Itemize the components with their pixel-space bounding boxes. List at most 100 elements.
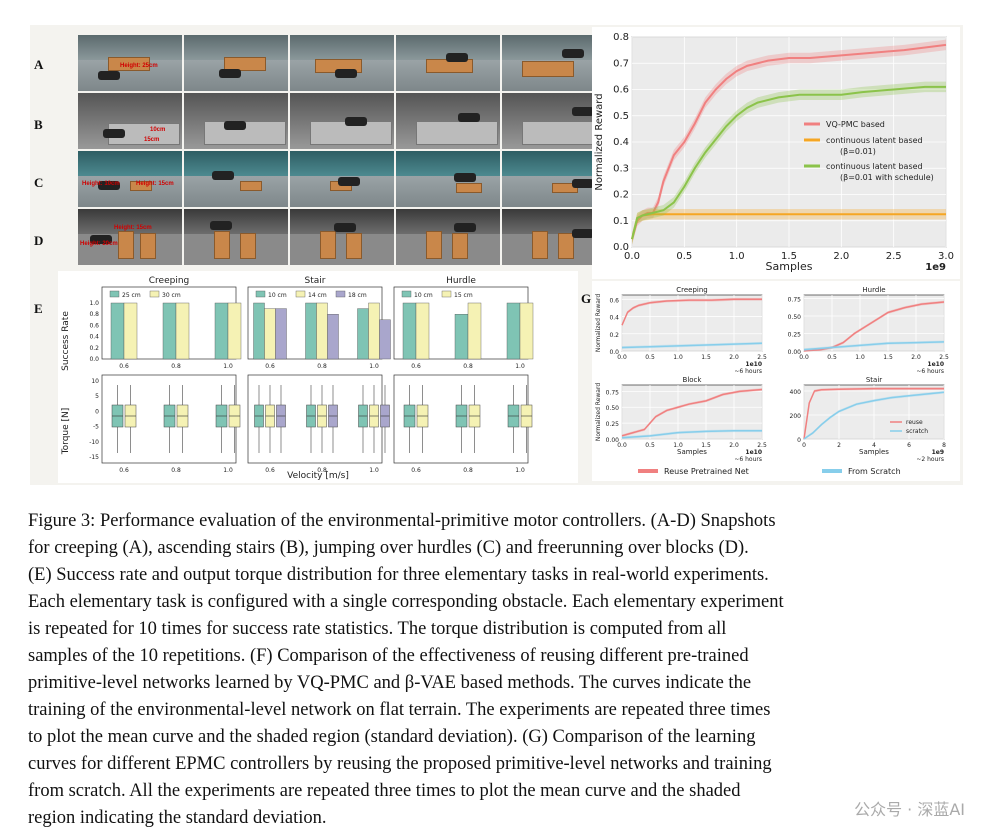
y-tick-label: 0.75	[606, 389, 620, 396]
x-tick-label: 1.0	[515, 467, 525, 474]
snapshot-image	[396, 35, 500, 91]
snapshot-image	[502, 209, 606, 265]
time-note: ~6 hours	[734, 456, 762, 463]
x-tick-label: 0	[802, 442, 806, 449]
y-tick-label: -10	[89, 439, 99, 446]
snapshot-label: 10cm	[150, 127, 166, 133]
snapshot-image	[502, 151, 606, 207]
y-tick-label: 0.3	[613, 163, 629, 174]
x-tick-label: 0.0	[624, 251, 640, 262]
snapshot-image	[184, 35, 288, 91]
x-scale-note: 1e10	[927, 361, 944, 368]
success-bar	[506, 302, 521, 360]
success-bar	[227, 302, 242, 360]
caption-line: from scratch. All the experiments are re…	[28, 781, 741, 801]
series-line	[621, 342, 763, 349]
snapshot-image	[184, 93, 288, 149]
snapshot-label: Height: 15cm	[136, 181, 174, 187]
caption-line: region indicating the standard deviation…	[28, 808, 327, 828]
snapshot-image	[396, 93, 500, 149]
legend-swatch	[441, 290, 452, 298]
series-line	[803, 387, 944, 440]
y-tick-label: 400	[790, 389, 802, 396]
legend-label: 25 cm	[122, 292, 141, 299]
y-tick-label: 0.00	[606, 437, 620, 444]
x-tick-label: 0.6	[265, 467, 275, 474]
series-line	[621, 429, 762, 439]
x-axis-label: Samples	[766, 260, 813, 273]
caption-line: for creeping (A), ascending stairs (B), …	[28, 538, 749, 558]
snapshot-label: 15cm	[144, 137, 160, 143]
panel-letter-e: E	[34, 301, 43, 316]
legend-label: 10 cm	[414, 292, 433, 299]
series-band	[632, 39, 946, 245]
panel-letter-c: C	[34, 175, 44, 190]
y-tick-label: 5	[95, 393, 99, 400]
y-tick-label: 0.2	[609, 332, 619, 339]
legend-label: VQ-PMC based	[826, 120, 885, 129]
y-tick-label: 0.5	[613, 111, 629, 122]
panel-g: 0.0 0.2 0.4 0.6 0.0 0.5 1.0 1.5 2.0 2.5 Creeping No…	[592, 281, 960, 481]
time-note: ~6 hours	[734, 368, 762, 375]
x-tick-label: 2.5	[757, 442, 767, 449]
success-bar	[519, 302, 534, 360]
chart-title: Creeping	[676, 286, 708, 294]
success-bar	[454, 314, 469, 360]
time-note: ~6 hours	[916, 368, 944, 375]
x-tick-label: 0.6	[119, 363, 129, 370]
x-tick-label: 1.5	[781, 251, 797, 262]
success-bar	[275, 308, 287, 360]
legend-label: Reuse Pretrained Net	[664, 467, 749, 476]
y-axis-label: Normalized Reward	[594, 93, 605, 190]
snapshot-image	[184, 151, 288, 207]
snapshot-row-hurdle: Height: 10cm Height: 15cm	[78, 151, 606, 207]
y-tick-label: 0.6	[89, 322, 99, 329]
y-tick-label: 0.1	[613, 216, 629, 227]
x-tick-label: 1.0	[673, 442, 683, 449]
x-tick-label: 2.5	[757, 354, 767, 361]
y-tick-label: 0.2	[89, 345, 99, 352]
snapshot-image	[290, 93, 394, 149]
legend-label: (β=0.01)	[840, 147, 876, 156]
x-tick-label: 0.6	[411, 363, 421, 370]
snapshot-label: Height: 20cm	[80, 241, 118, 247]
legend-label: reuse	[906, 419, 923, 426]
time-note: ~2 hours	[916, 456, 944, 463]
series-band	[622, 429, 762, 439]
x-tick-label: 1.5	[701, 354, 711, 361]
x-tick-label: 8	[942, 442, 946, 449]
success-bar	[327, 314, 339, 360]
panel-e: Success Rate Torque [N] Velocity [m/s] Cree…	[58, 271, 578, 483]
x-tick-label: 2	[837, 442, 841, 449]
snapshot-image: 10cm 15cm	[78, 93, 182, 149]
snapshot-image	[290, 151, 394, 207]
y-axis-label: Normalized Reward	[595, 294, 602, 352]
x-tick-label: 0.8	[317, 467, 327, 474]
velocity-xlabel: Velocity [m/s]	[287, 471, 349, 481]
y-tick-label: 200	[790, 413, 802, 420]
snapshot-image	[502, 93, 606, 149]
success-bar	[253, 302, 265, 360]
panel-letter-b: B	[34, 117, 43, 132]
y-tick-label: 0.0	[609, 349, 619, 356]
y-tick-label: 0.75	[788, 297, 802, 304]
legend-swatch	[335, 290, 346, 298]
legend-label: continuous latent based	[826, 162, 923, 171]
panel-e-svg: Success Rate Torque [N] Velocity [m/s] Cree…	[61, 276, 534, 481]
panel-f: 0.0 0.1 0.2 0.3 0.4 0.5 0.6 0.7 0.8 0.0 0.5 1.0 1.5 2…	[592, 27, 960, 279]
x-tick-label: 2.0	[729, 442, 739, 449]
legend-label: 15 cm	[454, 292, 473, 299]
success-bar	[316, 302, 328, 360]
caption-line: Each elementary task is configured with …	[28, 592, 784, 612]
success-bar	[402, 302, 417, 360]
y-tick-label: 0.4	[609, 315, 619, 322]
x-tick-label: 4	[872, 442, 876, 449]
y-tick-label: -5	[93, 424, 99, 431]
series-line	[631, 85, 946, 240]
chart-title: Block	[683, 376, 703, 384]
x-tick-label: 2.5	[939, 354, 949, 361]
y-tick-label: 0.4	[89, 334, 99, 341]
caption-line: primitive-level networks learned by VQ-P…	[28, 673, 752, 693]
x-tick-label: 1.0	[369, 363, 379, 370]
x-tick-label: 0.0	[799, 354, 809, 361]
